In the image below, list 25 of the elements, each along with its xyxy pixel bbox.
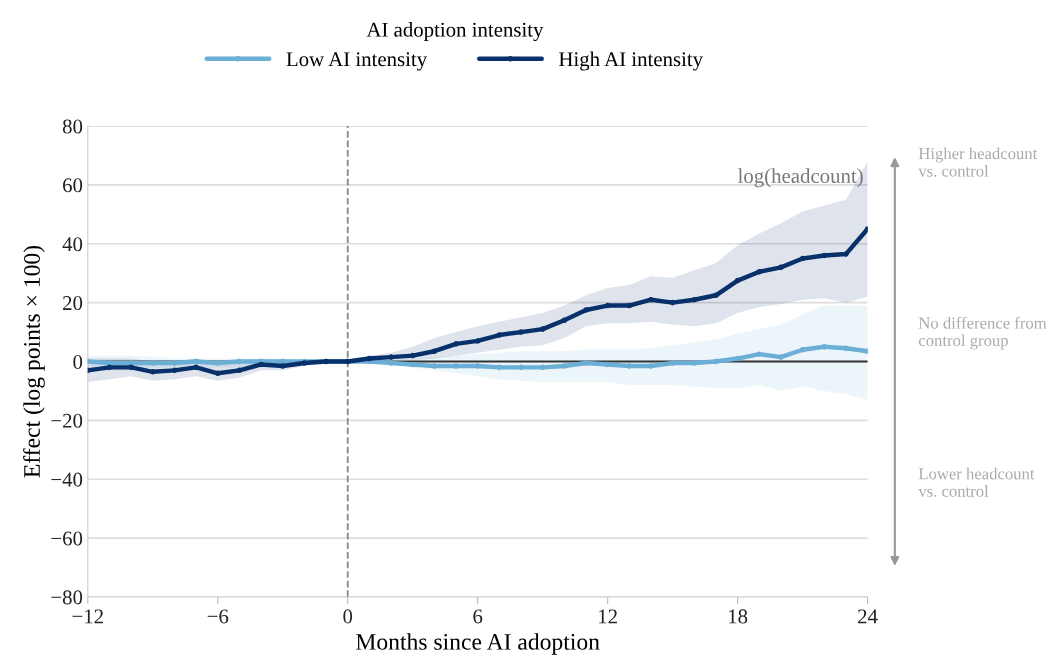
x-tick-label: 0 <box>343 609 353 624</box>
x-tick-label: 12 <box>599 609 617 624</box>
y-tick-label: −80 <box>51 590 83 605</box>
y-tick-label: 0 <box>73 354 83 369</box>
y-tick-label: −20 <box>51 413 83 428</box>
legend-label: Low AI intensity <box>286 52 428 71</box>
y-tick-label: 80 <box>62 119 83 134</box>
x-tick-label: −6 <box>207 609 229 624</box>
x-axis-title: Months since AI adoption <box>356 633 600 655</box>
x-tick-label: −12 <box>72 609 103 624</box>
y-tick-label: 20 <box>63 296 83 311</box>
text: Higher headcount vs. control <box>918 147 1038 177</box>
y-tick-label: −40 <box>51 472 83 487</box>
text: Lower headcount vs. control <box>918 467 1035 497</box>
y-tick-label: −60 <box>51 531 83 546</box>
annotation: log(headcount) <box>737 168 863 188</box>
y-tick-label: 60 <box>63 178 83 193</box>
legend-title: AI adoption intensity <box>366 22 544 42</box>
x-tick-label: 6 <box>473 609 483 624</box>
legend-label: High AI intensity <box>559 51 703 71</box>
y-axis-title: Effect (log points × 100) <box>23 245 45 478</box>
x-tick-label: 18 <box>729 609 748 624</box>
text: No difference from control group <box>918 316 1047 350</box>
y-tick-label: 40 <box>62 237 83 252</box>
x-tick-label: 24 <box>858 609 878 624</box>
